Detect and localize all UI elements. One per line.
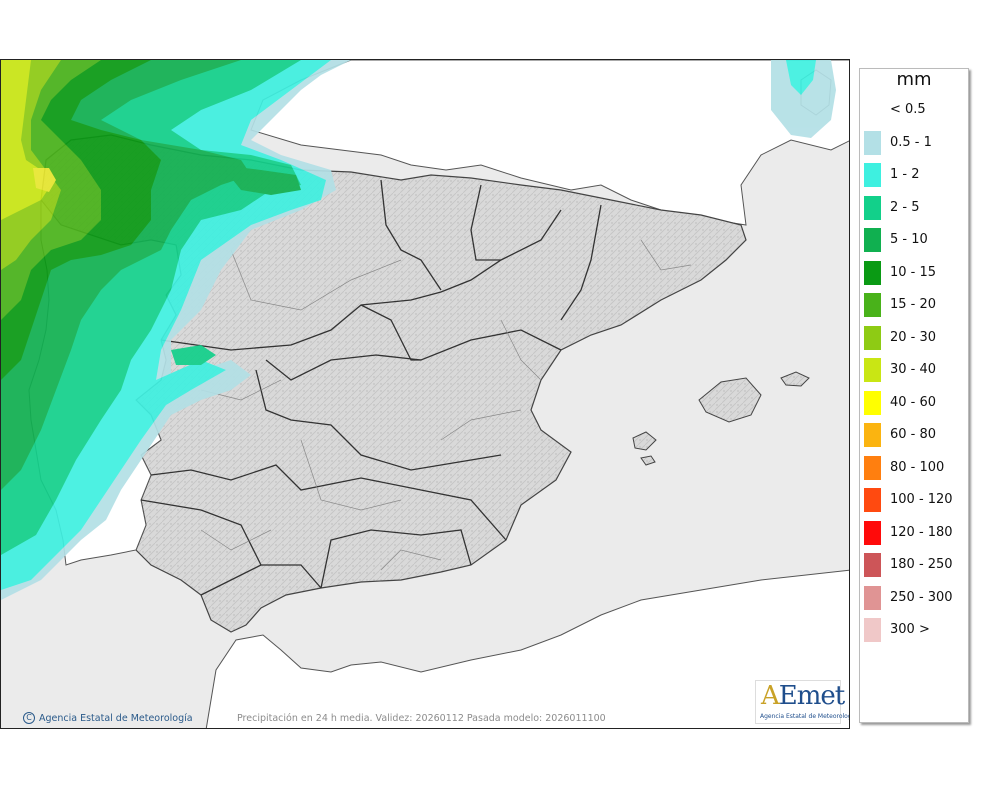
legend-label: 100 - 120 (890, 492, 953, 507)
precip-0-5-1-corsica (771, 60, 836, 138)
legend-item: 1 - 2 (863, 163, 967, 187)
legend-swatch (864, 455, 881, 480)
legend-item: 80 - 100 (863, 455, 967, 480)
legend-swatch (864, 553, 881, 577)
legend-item: 15 - 20 (863, 293, 967, 317)
legend-item: 120 - 180 (863, 520, 967, 545)
copyright-notice: C Agencia Estatal de Meteorología (23, 712, 193, 724)
ibiza (632, 431, 657, 451)
legend-label: 120 - 180 (890, 524, 953, 540)
legend-label: 250 - 300 (890, 589, 953, 605)
legend-swatch (864, 520, 881, 545)
legend-item: 250 - 300 (863, 585, 967, 610)
legend-label: 15 - 20 (890, 297, 937, 312)
legend-swatch (864, 488, 881, 512)
legend-label: 80 - 100 (890, 459, 945, 475)
copyright-text: Agencia Estatal de Meteorología (39, 712, 193, 724)
legend-label: 40 - 60 (890, 394, 937, 410)
legend-item: 60 - 80 (863, 423, 967, 447)
aemet-logo: AEmet Agencia Estatal de Meteorología (755, 680, 849, 724)
legend-item: 40 - 60 (863, 390, 967, 415)
province-borders (140, 179, 602, 596)
legend-swatch (864, 228, 881, 252)
legend-label: 2 - 5 (890, 199, 920, 215)
legend-label: 10 - 15 (890, 264, 937, 280)
precip-1-2-corsica (786, 60, 816, 95)
legend-label: < 0.5 (890, 102, 926, 117)
legend-swatch (864, 98, 881, 122)
logo-subtitle: Agencia Estatal de Meteorología (760, 713, 850, 720)
legend-swatch (864, 423, 881, 447)
precip-5-10-ast (221, 165, 301, 195)
legend-swatch (864, 325, 881, 350)
legend-label: 60 - 80 (890, 427, 937, 442)
precipitation-map: C Agencia Estatal de Meteorología Precip… (0, 59, 850, 729)
precipitation-overlay (1, 60, 836, 600)
legend-item: 0.5 - 1 (863, 130, 967, 155)
formentera (640, 455, 656, 466)
legend-swatch (864, 585, 881, 610)
legend-label: 300 > (890, 622, 930, 637)
legend-label: 30 - 40 (890, 362, 937, 377)
legend-item: < 0.5 (863, 98, 967, 122)
precip-2-5-cast (171, 345, 216, 365)
legend-swatch (864, 260, 881, 285)
legend-item: 300 > (863, 618, 967, 642)
precipitation-legend: mm < 0.5 0.5 - 1 1 - 2 2 - 5 5 - 10 10 - 15 15… (859, 68, 969, 723)
legend-swatch (864, 358, 881, 382)
logo-wordmark: AEmet (761, 681, 845, 711)
legend-swatch (864, 390, 881, 415)
legend-item: 2 - 5 (863, 195, 967, 220)
legend-label: 0.5 - 1 (890, 134, 932, 150)
legend-unit: mm (896, 69, 932, 90)
legend-swatch (864, 163, 881, 187)
legend-item: 30 - 40 (863, 358, 967, 382)
legend-swatch (864, 293, 881, 317)
legend-label: 1 - 2 (890, 167, 920, 182)
legend-item: 100 - 120 (863, 488, 967, 512)
legend-item: 5 - 10 (863, 228, 967, 252)
legend-swatch (864, 195, 881, 220)
menorca (780, 371, 810, 387)
legend-label: 20 - 30 (890, 329, 937, 345)
precip-40-60 (33, 168, 56, 192)
africa-land (205, 569, 849, 728)
legend-label: 5 - 10 (890, 232, 928, 247)
mallorca (698, 377, 762, 423)
map-canvas (1, 60, 849, 728)
map-caption: Precipitación en 24 h media. Validez: 20… (237, 713, 606, 724)
copyright-icon: C (23, 712, 35, 724)
legend-swatch (864, 618, 881, 642)
legend-label: 180 - 250 (890, 557, 953, 572)
legend-item: 180 - 250 (863, 553, 967, 577)
legend-swatch (864, 130, 881, 155)
legend-item: 20 - 30 (863, 325, 967, 350)
legend-item: 10 - 15 (863, 260, 967, 285)
